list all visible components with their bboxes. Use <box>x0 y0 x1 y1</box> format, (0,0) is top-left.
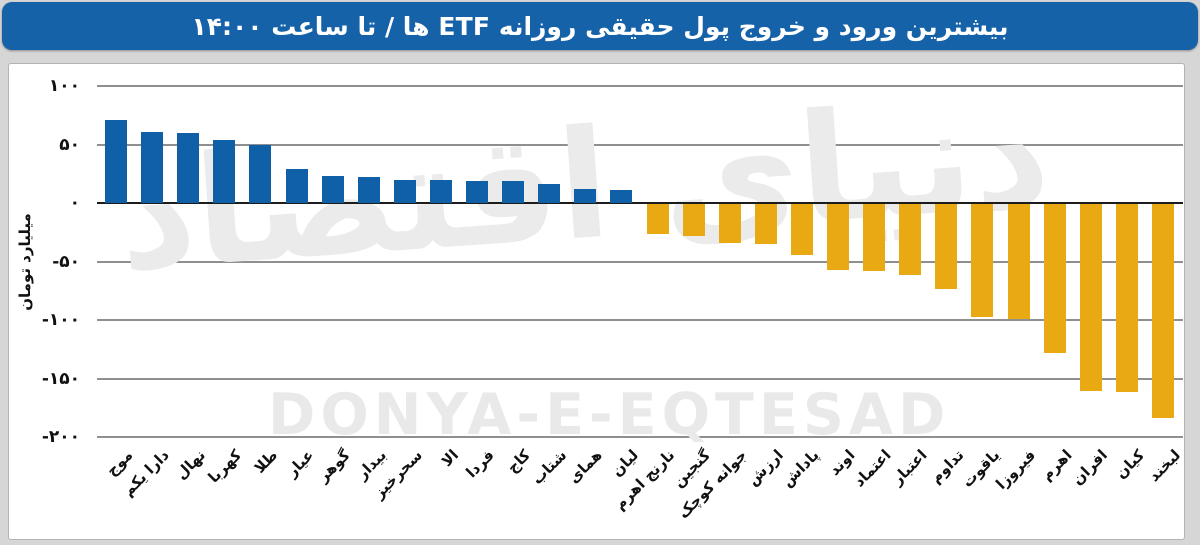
bar-9-inflow <box>393 179 416 203</box>
bar-18-outflow <box>718 204 741 243</box>
bar-10-inflow <box>429 179 452 203</box>
x-category-label: الا <box>437 446 462 471</box>
y-tick-label: ۰ <box>69 193 80 213</box>
bar-15-inflow <box>610 190 633 203</box>
x-category-label: ارزش <box>743 446 787 490</box>
x-category-label: گوهر <box>313 446 354 486</box>
bar-19-outflow <box>754 204 777 244</box>
bar-26-outflow <box>1007 204 1030 319</box>
watermark-latin-text: DONYA-E-EQTESAD <box>268 382 951 448</box>
x-category-label: نهال <box>172 446 209 483</box>
bar-7-inflow <box>321 176 344 203</box>
bar-2-inflow <box>141 131 164 203</box>
x-category-label: پاداش <box>778 446 823 491</box>
bar-28-outflow <box>1079 204 1102 392</box>
y-tick-label: -۲۰۰ <box>41 427 80 447</box>
y-tick-label: -۱۰۰ <box>41 310 80 330</box>
gridline <box>97 260 1183 263</box>
bar-4-inflow <box>213 139 236 203</box>
bar-25-outflow <box>971 204 994 318</box>
bar-12-inflow <box>502 180 525 203</box>
bar-3-inflow <box>177 132 200 203</box>
gridline <box>97 377 1183 380</box>
bar-27-outflow <box>1043 204 1066 353</box>
x-category-label: همای <box>565 446 607 487</box>
zero-axis-line <box>97 202 1183 204</box>
title-banner: بیشترین ورود و خروج پول حقیقی روزانه ETF… <box>2 2 1198 50</box>
x-category-label: فردا <box>462 446 498 482</box>
y-tick-label: -۱۵۰ <box>41 368 80 389</box>
bar-6-inflow <box>285 169 308 203</box>
bar-13-inflow <box>538 184 561 203</box>
gridline <box>97 436 1183 438</box>
bar-20-outflow <box>790 204 813 256</box>
bar-17-outflow <box>682 204 705 236</box>
x-category-label: طلا <box>250 446 282 477</box>
gridline <box>97 319 1183 321</box>
y-axis-title: میلیارد تومان <box>16 213 34 311</box>
bar-11-inflow <box>466 180 488 203</box>
gridline <box>97 85 1183 87</box>
x-category-label: اعتبار <box>888 446 931 489</box>
bar-8-inflow <box>357 177 380 203</box>
bar-22-outflow <box>863 204 886 271</box>
bar-1-inflow <box>105 119 127 203</box>
x-category-label: اعتماد <box>850 446 895 491</box>
page-title: بیشترین ورود و خروج پول حقیقی روزانه ETF… <box>191 11 1009 41</box>
y-tick-label: ۵۰ <box>59 134 80 155</box>
x-category-label: کاج <box>503 446 534 477</box>
bar-14-inflow <box>574 188 597 203</box>
y-tick-label: -۵۰ <box>52 251 80 272</box>
bar-23-outflow <box>899 204 922 276</box>
x-category-label: شتاب <box>527 446 570 489</box>
x-category-label: عیار <box>282 446 318 481</box>
x-category-label: کیان <box>1111 446 1148 483</box>
x-category-label: فیروزا <box>992 446 1040 493</box>
bar-30-outflow <box>1151 204 1174 419</box>
bar-16-outflow <box>646 204 669 235</box>
y-tick-label: ۱۰۰ <box>48 76 80 96</box>
x-category-label: اهرم <box>1037 446 1076 485</box>
x-category-label: لبخند <box>1144 446 1184 486</box>
x-category-label: کهربا <box>204 446 246 487</box>
gridline <box>97 143 1183 146</box>
x-category-label: افران <box>1068 446 1112 489</box>
bar-21-outflow <box>827 204 849 270</box>
bar-29-outflow <box>1115 204 1138 393</box>
bar-24-outflow <box>935 204 958 290</box>
bar-5-inflow <box>249 144 272 203</box>
